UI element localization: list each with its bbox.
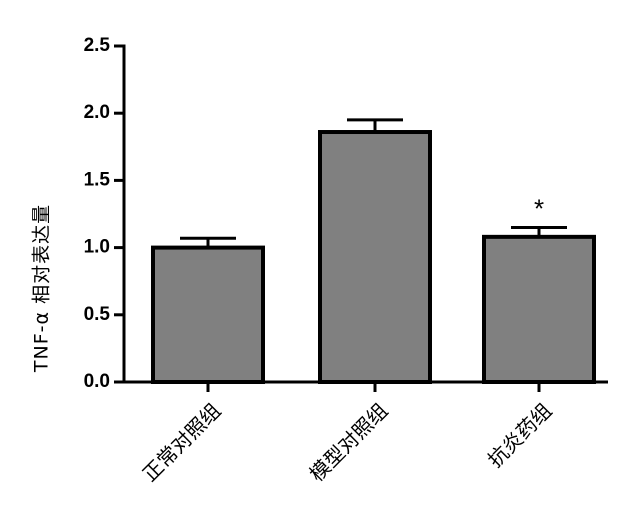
x-tick-label: 模型对照组	[305, 398, 393, 486]
bar	[482, 234, 596, 384]
y-tick-label: 2.0	[84, 102, 110, 123]
y-tick-label: 1.5	[84, 169, 111, 190]
y-axis-label: TNF-α 相对表达量	[31, 204, 53, 373]
y-tick-label: 1.0	[84, 237, 110, 258]
significance-marker: *	[534, 193, 544, 223]
y-tick-label: 2.5	[84, 35, 111, 56]
y-tick-label: 0.5	[84, 304, 111, 325]
x-tick-label: 正常对照组	[138, 398, 226, 486]
x-tick-label: 抗炎药组	[483, 398, 557, 472]
bar	[318, 130, 432, 384]
bar	[151, 245, 265, 384]
plot-area: 0.0 0.5 1.0 1.5 2.0 2.5 正常对照组 模型对照组 抗炎药组 *	[84, 35, 608, 486]
y-tick-label: 0.0	[84, 371, 110, 392]
